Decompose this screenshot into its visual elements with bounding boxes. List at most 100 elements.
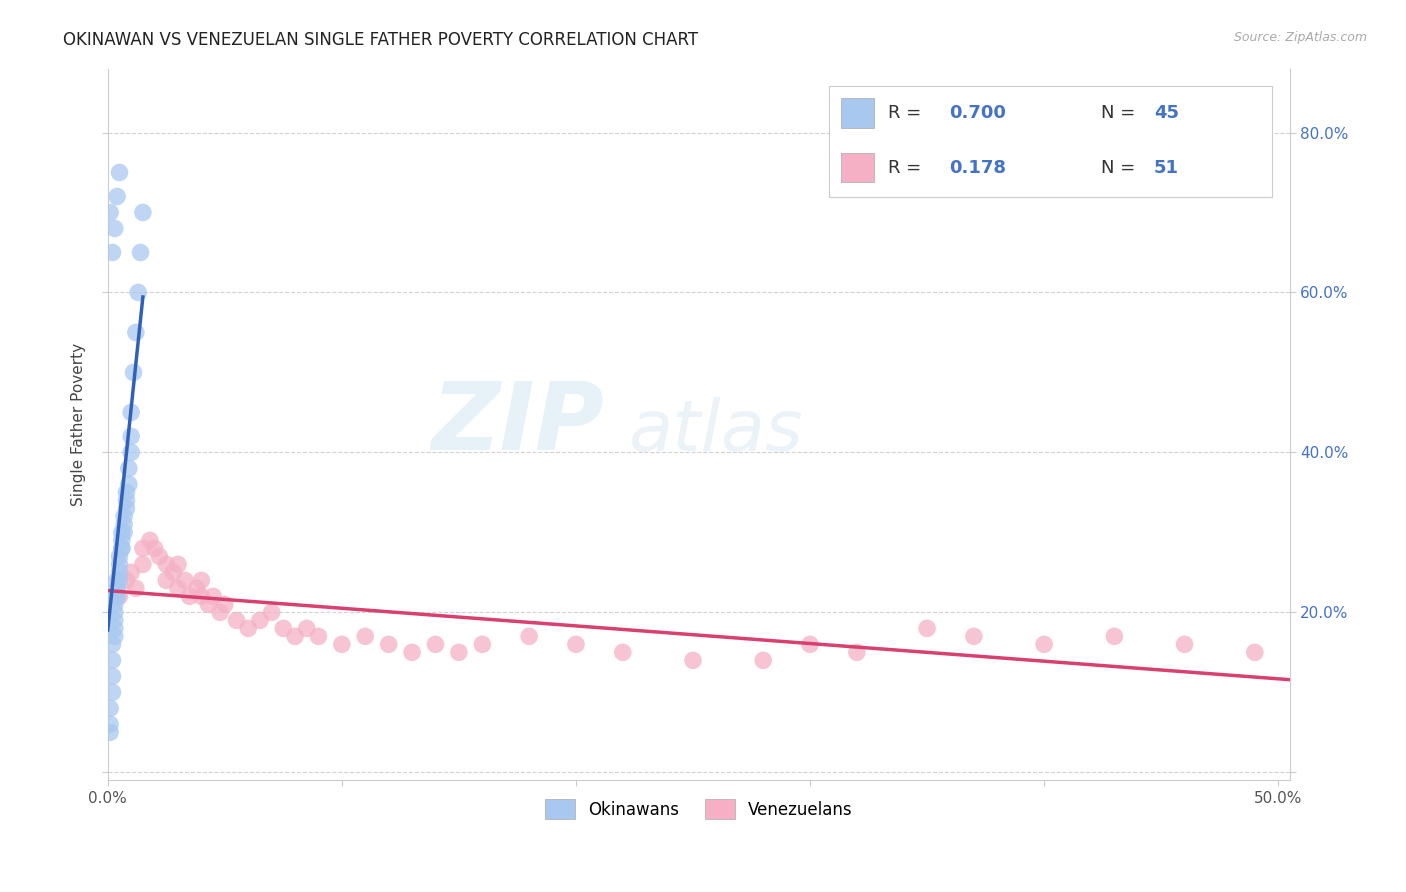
Point <box>260 605 283 619</box>
Point <box>295 621 318 635</box>
Point <box>111 533 134 548</box>
Point <box>111 525 134 540</box>
Point <box>125 326 148 340</box>
Point <box>330 637 353 651</box>
Text: 51: 51 <box>1154 159 1180 178</box>
Text: atlas: atlas <box>628 397 803 466</box>
Point <box>108 165 131 179</box>
Point <box>915 621 938 635</box>
Point <box>104 621 127 635</box>
Point <box>98 701 121 715</box>
Point <box>104 605 127 619</box>
Y-axis label: Single Father Poverty: Single Father Poverty <box>72 343 86 506</box>
Point <box>108 574 131 588</box>
Point <box>139 533 162 548</box>
Point <box>143 541 166 556</box>
Point <box>112 517 135 532</box>
Point <box>125 582 148 596</box>
Point <box>101 653 124 667</box>
Point <box>120 429 142 443</box>
Point <box>425 637 447 651</box>
Point <box>98 725 121 739</box>
Point <box>401 645 423 659</box>
Point <box>190 590 212 604</box>
Point <box>115 493 138 508</box>
Point <box>447 645 470 659</box>
Text: R =: R = <box>889 103 927 121</box>
Point <box>214 598 236 612</box>
Point <box>105 574 128 588</box>
Point <box>115 501 138 516</box>
Point <box>377 637 399 651</box>
Point <box>98 717 121 731</box>
Point <box>132 541 155 556</box>
Point <box>354 629 377 643</box>
Point <box>118 477 141 491</box>
Text: ZIP: ZIP <box>432 378 605 470</box>
Point <box>612 645 634 659</box>
Point <box>179 590 201 604</box>
Point <box>120 566 142 580</box>
Point <box>122 366 145 380</box>
Point <box>1033 637 1056 651</box>
Point <box>120 445 142 459</box>
Text: 0.178: 0.178 <box>949 159 1007 178</box>
Point <box>104 629 127 643</box>
Point <box>105 582 128 596</box>
Point <box>517 629 540 643</box>
Point <box>115 574 138 588</box>
Text: 0.700: 0.700 <box>949 103 1007 121</box>
Point <box>101 637 124 651</box>
Text: N =: N = <box>1101 159 1140 178</box>
Point <box>132 558 155 572</box>
Point <box>148 549 170 564</box>
FancyBboxPatch shape <box>841 153 873 182</box>
FancyBboxPatch shape <box>830 87 1272 196</box>
Point <box>129 245 152 260</box>
Point <box>162 566 184 580</box>
Point <box>104 221 127 235</box>
Point <box>115 485 138 500</box>
Point <box>105 590 128 604</box>
Text: N =: N = <box>1101 103 1140 121</box>
Point <box>249 613 271 627</box>
Point <box>202 590 225 604</box>
Point <box>238 621 260 635</box>
Point <box>209 605 232 619</box>
Point <box>284 629 307 643</box>
Point <box>120 405 142 419</box>
Point <box>174 574 197 588</box>
Point <box>155 574 177 588</box>
Point <box>112 509 135 524</box>
Point <box>112 525 135 540</box>
Point <box>127 285 149 300</box>
Point <box>111 541 134 556</box>
Point <box>105 189 128 203</box>
Point <box>105 590 128 604</box>
Legend: Okinawans, Venezuelans: Okinawans, Venezuelans <box>538 793 859 825</box>
Point <box>118 461 141 475</box>
FancyBboxPatch shape <box>841 98 873 128</box>
Point <box>307 629 329 643</box>
Point <box>98 205 121 219</box>
Point <box>108 549 131 564</box>
Point <box>108 590 131 604</box>
Point <box>108 566 131 580</box>
Text: 45: 45 <box>1154 103 1180 121</box>
Point <box>190 574 212 588</box>
Point <box>963 629 986 643</box>
Point <box>104 613 127 627</box>
Text: R =: R = <box>889 159 927 178</box>
Point <box>108 558 131 572</box>
Point <box>682 653 704 667</box>
Point <box>273 621 295 635</box>
Point <box>101 245 124 260</box>
Point <box>1174 637 1197 651</box>
Point <box>101 685 124 699</box>
Point <box>197 598 219 612</box>
Point <box>132 205 155 219</box>
Point <box>186 582 208 596</box>
Text: OKINAWAN VS VENEZUELAN SINGLE FATHER POVERTY CORRELATION CHART: OKINAWAN VS VENEZUELAN SINGLE FATHER POV… <box>63 31 699 49</box>
Point <box>471 637 494 651</box>
Point <box>845 645 868 659</box>
